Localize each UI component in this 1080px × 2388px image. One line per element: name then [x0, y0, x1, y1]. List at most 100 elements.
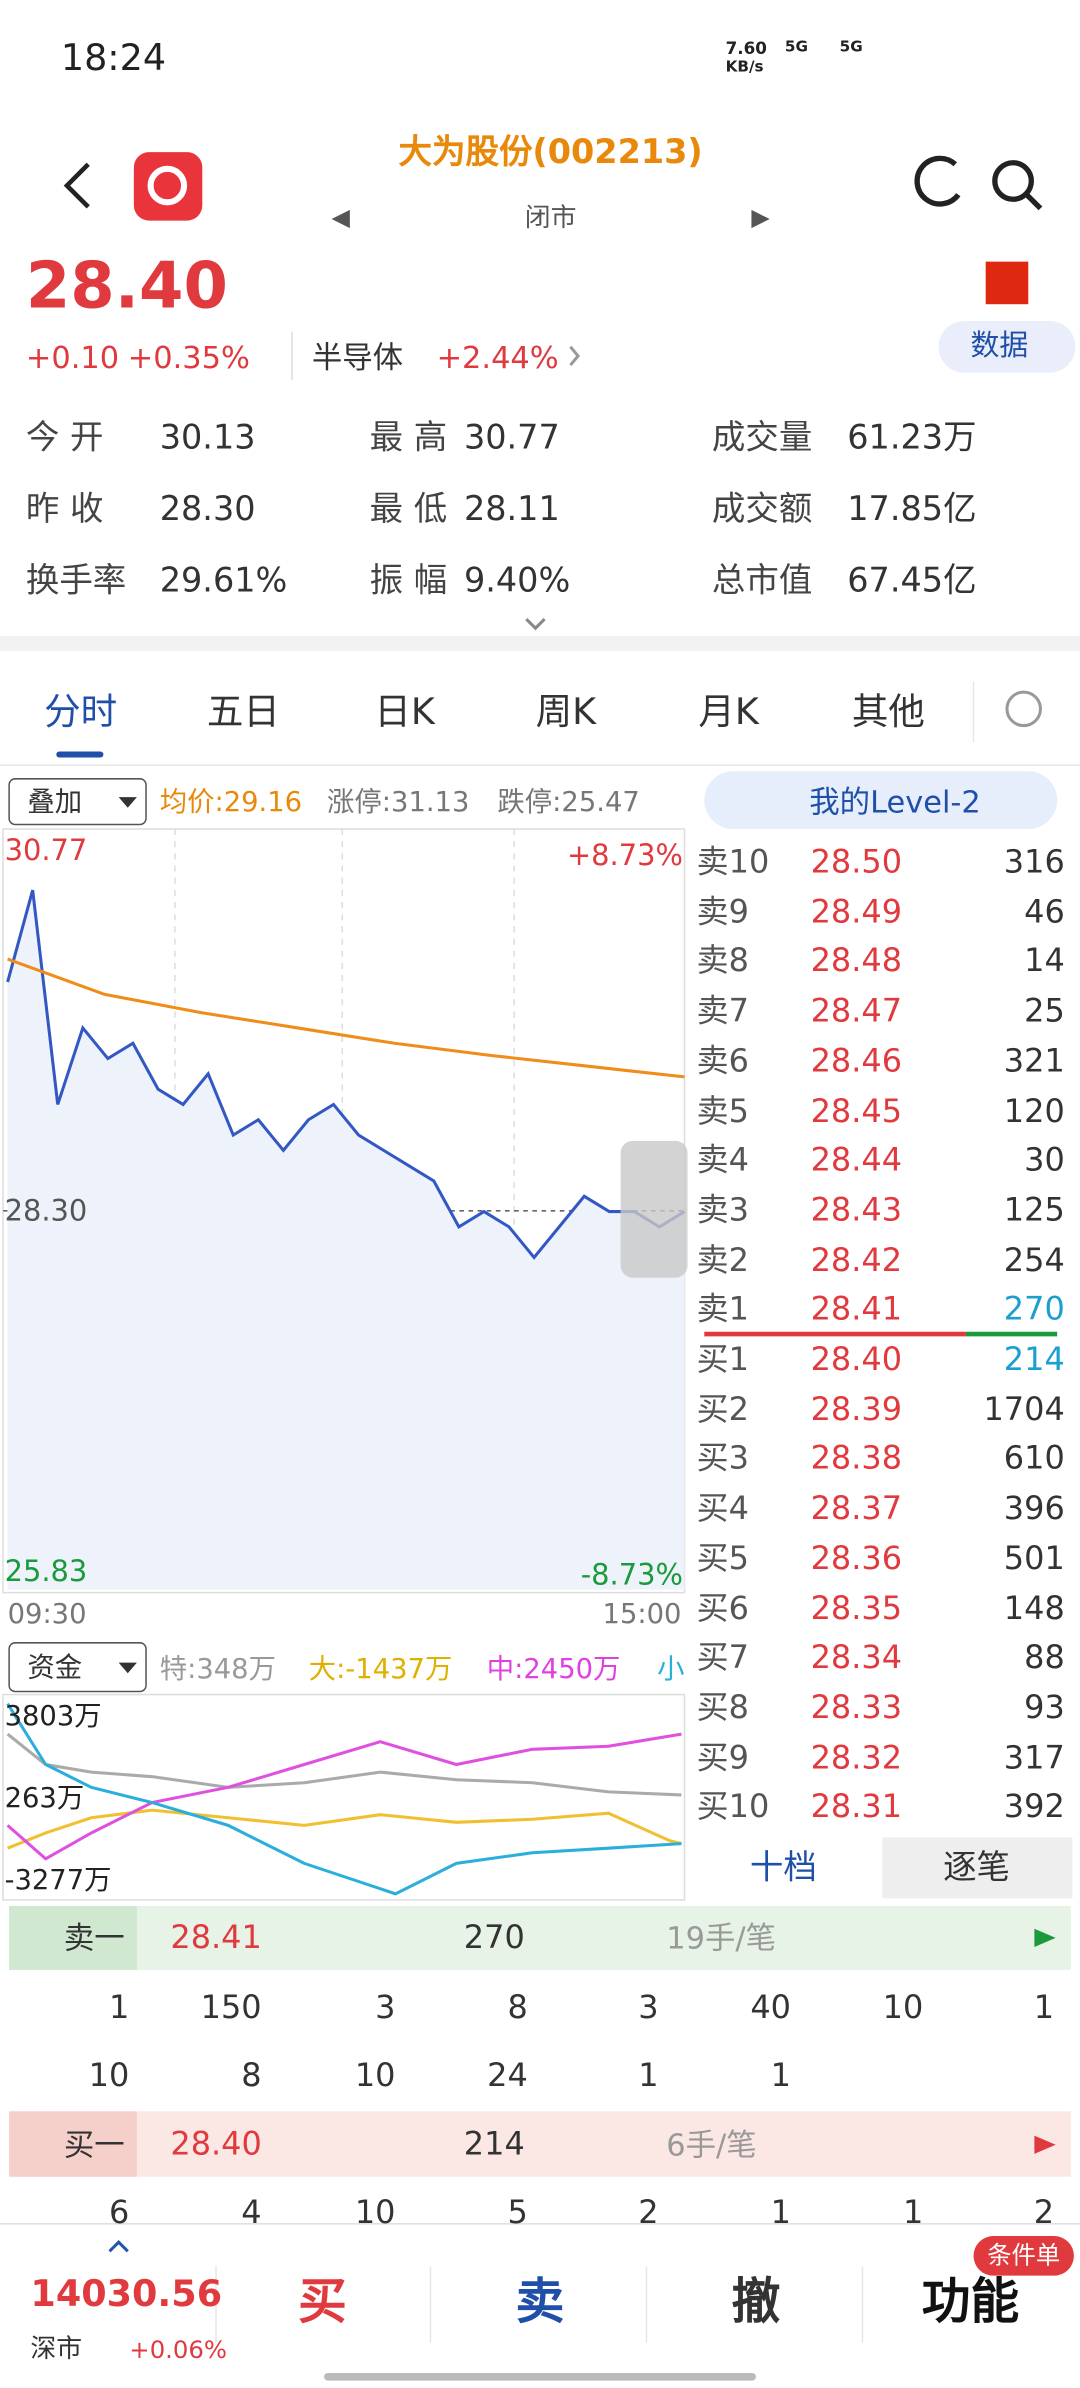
- funds-select-text[interactable]: 资金: [27, 1651, 83, 1684]
- level2-button[interactable]: 我的Level-2: [809, 783, 981, 820]
- funds-select[interactable]: [8, 1642, 147, 1693]
- sector-pct: +2.44%: [436, 339, 559, 376]
- book-level: 买9: [696, 1738, 749, 1776]
- book-price: 28.32: [810, 1738, 903, 1776]
- app-icon-mark: [147, 165, 188, 206]
- badge: 条件单: [987, 2240, 1061, 2270]
- stat-value: 28.11: [463, 491, 560, 530]
- book-level: 买5: [696, 1539, 749, 1577]
- tick-count: 1: [108, 1988, 130, 2026]
- book-volume: 316: [1003, 843, 1065, 880]
- tick-volume: 270: [463, 1918, 525, 1956]
- book-volume: 501: [1003, 1539, 1065, 1577]
- book-tab[interactable]: 十档: [749, 1849, 817, 1888]
- stat-value: 29.61%: [159, 562, 288, 601]
- chart-tab[interactable]: 五日: [206, 690, 280, 734]
- chart-tab[interactable]: 周K: [535, 690, 597, 734]
- tick-count: 1: [638, 2057, 659, 2094]
- tick-count: 1: [902, 2194, 924, 2231]
- book-price: 28.40: [810, 1340, 903, 1378]
- tick-side: 买一: [63, 2126, 125, 2164]
- stat-value: 17.85亿: [847, 491, 977, 530]
- funds-y-mid: 263万: [4, 1782, 85, 1815]
- network: 5G: [839, 39, 863, 57]
- funds-special: [6, 1732, 682, 1797]
- tick-side: 卖一: [63, 1919, 125, 1957]
- chart-tab[interactable]: 月K: [698, 690, 759, 734]
- network: 5G: [784, 39, 808, 57]
- chart-tab[interactable]: 日K: [374, 690, 435, 734]
- ticks-tab-bg[interactable]: [882, 1837, 1073, 1899]
- expand-index[interactable]: [108, 2239, 129, 2253]
- funds-small: 小: [657, 1653, 685, 1686]
- sell-button[interactable]: 卖: [515, 2272, 565, 2331]
- book-level: 卖10: [696, 843, 770, 880]
- book-price: 28.47: [810, 992, 903, 1030]
- book-price: 28.44: [810, 1141, 903, 1179]
- tick-count: 3: [375, 1988, 396, 2026]
- book-level: 卖4: [696, 1141, 749, 1179]
- cancel-button[interactable]: 撤: [731, 2272, 781, 2331]
- stat-value: 9.40%: [463, 562, 571, 601]
- tick-count: 8: [507, 1988, 528, 2026]
- chart-tab[interactable]: 其他: [851, 690, 925, 734]
- stat-label: 总市值: [711, 562, 813, 601]
- book-volume: 214: [1003, 1340, 1065, 1378]
- data-button[interactable]: 数据: [970, 329, 1029, 363]
- y-bottom-label: 25.83: [4, 1555, 88, 1589]
- book-price: 28.43: [810, 1191, 903, 1229]
- book-price: 28.31: [810, 1788, 903, 1826]
- funds-medium: [6, 1732, 682, 1861]
- sector[interactable]: 半导体: [311, 339, 404, 376]
- y-bottom-pct: -8.73%: [580, 1558, 683, 1592]
- settings-icon[interactable]: [1005, 690, 1042, 728]
- stat-label: 昨 收: [25, 491, 104, 530]
- last-price: 28.40: [25, 247, 228, 323]
- tick-count: 10: [88, 2057, 130, 2094]
- stat-label: 成交额: [711, 491, 813, 530]
- flag: [985, 261, 1029, 305]
- stat-value: 61.23万: [847, 419, 977, 458]
- book-price: 28.39: [810, 1390, 903, 1428]
- tab-underline: [56, 751, 104, 758]
- book-level: 卖1: [696, 1291, 749, 1328]
- book-volume: 148: [1003, 1589, 1065, 1627]
- index-value[interactable]: 14030.56: [30, 2272, 223, 2316]
- book-volume: 125: [1003, 1191, 1065, 1229]
- book-volume: 254: [1003, 1241, 1065, 1278]
- book-volume: 321: [1003, 1042, 1065, 1079]
- refresh-icon: [914, 155, 961, 207]
- bottom-bar: [0, 2225, 1080, 2373]
- buy-button[interactable]: 买: [298, 2272, 347, 2331]
- book-tab[interactable]: 逐笔: [943, 1849, 1011, 1888]
- overlay-select-text[interactable]: 叠加: [27, 786, 83, 819]
- back-icon: [63, 162, 90, 209]
- book-price: 28.34: [810, 1639, 903, 1676]
- clock: 18:24: [60, 36, 167, 80]
- book-level: 买8: [696, 1689, 749, 1726]
- book-price: 28.33: [810, 1689, 903, 1726]
- index-market: 深市: [30, 2334, 83, 2365]
- index-pct: +0.06%: [129, 2334, 228, 2364]
- book-price: 28.35: [810, 1589, 903, 1627]
- tick-per: 19手/笔: [666, 1919, 777, 1957]
- tick-count: 6: [108, 2194, 130, 2231]
- chart-tab[interactable]: 分时: [44, 690, 118, 734]
- book-volume: 14: [1024, 942, 1065, 980]
- buy-arrow: [1034, 2135, 1056, 2154]
- funds-large: 大:-1437万: [308, 1653, 453, 1686]
- change: +0.10: [25, 339, 120, 376]
- app-icon: [133, 152, 203, 221]
- book-volume: 46: [1024, 893, 1065, 930]
- tick-count: 1: [770, 2194, 791, 2231]
- band: [0, 635, 1080, 652]
- function-button[interactable]: 功能: [921, 2272, 1020, 2331]
- tick-count: 5: [507, 2194, 528, 2231]
- overlay-select[interactable]: [8, 778, 147, 826]
- side-handle[interactable]: [620, 1140, 688, 1278]
- book-price: 28.48: [810, 942, 903, 980]
- dropdown: [118, 1662, 137, 1674]
- book-price: 28.42: [810, 1241, 903, 1278]
- level2-pill[interactable]: [704, 771, 1058, 830]
- book-level: 卖2: [696, 1241, 749, 1278]
